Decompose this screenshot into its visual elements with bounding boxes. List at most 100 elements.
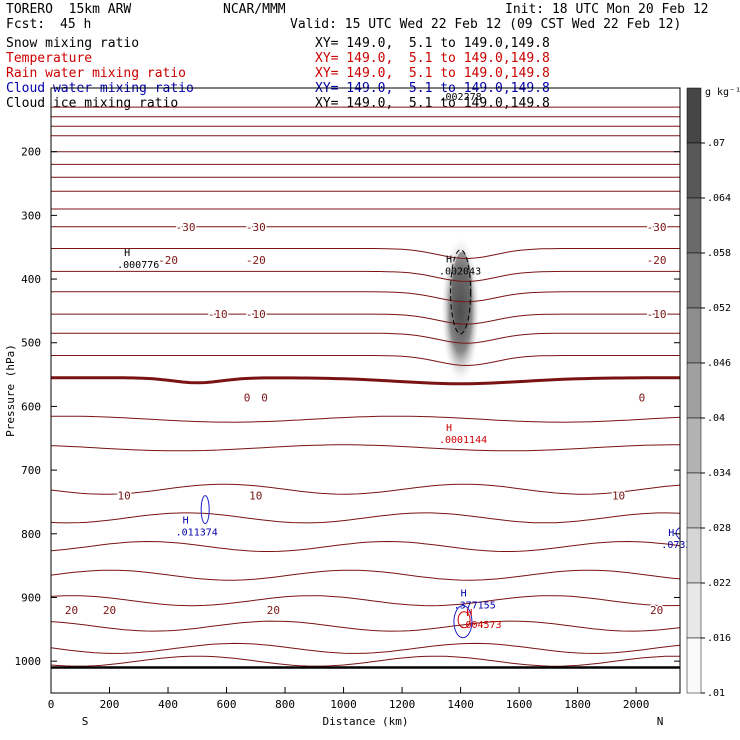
- cloud-ice-contour: [450, 249, 472, 335]
- extremum-value: .0733: [661, 540, 691, 551]
- temperature-isotherm: [51, 270, 680, 282]
- temperature-isotherm: [51, 291, 680, 303]
- isotherm-label: -30: [176, 221, 196, 234]
- x-end-label-left: S: [82, 715, 89, 728]
- extremum-value: .000776: [117, 260, 159, 271]
- field-name-0: Snow mixing ratio: [6, 36, 140, 51]
- colorbar-segment: [686, 252, 702, 309]
- temperature-isotherm: [50, 569, 681, 581]
- temperature-isotherm: [51, 355, 680, 367]
- y-tick-label: 700: [21, 464, 41, 477]
- temperature-isotherm: [50, 483, 681, 495]
- isotherm-label: 0: [261, 392, 268, 405]
- isotherm-label: 20: [103, 604, 116, 617]
- y-tick-label: 500: [21, 337, 41, 350]
- cloud-water-contour: [200, 495, 210, 525]
- colorbar-segment: [686, 527, 702, 584]
- isotherm-label: -10: [246, 308, 266, 321]
- ice-max-label: .002278: [440, 92, 482, 103]
- cloud-water-contour: [675, 526, 681, 540]
- temperature-isotherm: [50, 655, 680, 667]
- field-name-1: Temperature: [6, 51, 93, 66]
- x-tick-label: 2000: [623, 698, 650, 711]
- colorbar-tick-label: .016: [707, 633, 731, 644]
- temperature-isotherm: [50, 595, 681, 607]
- x-tick-label: 400: [158, 698, 178, 711]
- temperature-isotherm: [50, 540, 681, 552]
- colorbar-tick-label: .034: [707, 468, 731, 479]
- colorbar-segment: [686, 197, 702, 254]
- isotherm-label: -20: [647, 254, 667, 267]
- extremum-h-marker: H: [446, 254, 452, 265]
- x-tick-label: 1600: [506, 698, 533, 711]
- cloud-water-contour: [453, 605, 473, 639]
- isotherm-label: -20: [246, 254, 266, 267]
- temperature-isotherm: [50, 642, 681, 654]
- y-tick-label: 200: [21, 146, 41, 159]
- colorbar-tick-label: .04: [707, 413, 725, 424]
- y-tick-label: 300: [21, 209, 41, 222]
- x-tick-label: 800: [275, 698, 295, 711]
- colorbar-tick-label: .07: [707, 138, 725, 149]
- isotherm-label: -30: [246, 221, 266, 234]
- isotherm-label: 0: [244, 392, 251, 405]
- extremum-value: .011374: [176, 527, 218, 538]
- extremum-h-marker: H: [668, 528, 674, 539]
- isotherm-label: 10: [612, 490, 625, 503]
- temperature-isotherm: [50, 512, 681, 524]
- fcst-label: Fcst:: [6, 17, 46, 32]
- extremum-h-marker: H: [183, 515, 189, 526]
- temperature-isotherm: [50, 620, 681, 632]
- plot-frame: [50, 87, 681, 694]
- colorbar-segment: [686, 307, 702, 364]
- isotherm-label: 20: [267, 604, 280, 617]
- colorbar-tick-label: .052: [707, 303, 731, 314]
- colorbar-segment: [686, 637, 702, 694]
- field-xy-2: XY= 149.0, 5.1 to 149.0,149.8: [315, 66, 550, 81]
- extremum-h-marker: H: [446, 423, 452, 434]
- x-tick-label: 1200: [389, 698, 416, 711]
- colorbar-tick-label: .01: [707, 688, 725, 699]
- colorbar-segment: [686, 582, 702, 639]
- x-tick-label: 1400: [447, 698, 474, 711]
- rain-water-contour: [457, 611, 471, 629]
- y-tick-label: 1000: [15, 655, 42, 668]
- model-label: TORERO 15km ARW: [6, 2, 132, 17]
- y-axis-label: Pressure (hPa): [4, 344, 17, 437]
- colorbar-unit: g kg⁻¹: [705, 87, 740, 98]
- colorbar-segment: [686, 362, 702, 419]
- temperature-isotherm: [50, 444, 680, 452]
- colorbar-tick-label: .022: [707, 578, 731, 589]
- isotherm-label: 0: [639, 392, 646, 405]
- temperature-isotherm: [51, 332, 680, 344]
- extremum-value: .0001144: [439, 435, 487, 446]
- field-name-2: Rain water mixing ratio: [6, 66, 187, 81]
- extremum-value: .377155: [454, 601, 496, 612]
- isotherm-label: -30: [647, 221, 667, 234]
- y-tick-label: 900: [21, 591, 41, 604]
- center-label: NCAR/MMM: [223, 2, 286, 17]
- y-tick-label: 800: [21, 528, 41, 541]
- temperature-isotherm: [51, 313, 680, 325]
- colorbar-tick-label: .046: [707, 358, 731, 369]
- colorbar-segment: [686, 87, 702, 144]
- isotherm-label: 10: [249, 490, 262, 503]
- y-tick-label: 400: [21, 273, 41, 286]
- colorbar-segment: [686, 417, 702, 474]
- x-tick-label: 600: [217, 698, 237, 711]
- colorbar-segment: [686, 472, 702, 529]
- temperature-isotherm: [51, 376, 680, 386]
- field-xy-1: XY= 149.0, 5.1 to 149.0,149.8: [315, 51, 550, 66]
- extremum-h-marker: H: [466, 608, 472, 619]
- y-tick-label: 600: [21, 400, 41, 413]
- extremum-h-marker: H: [124, 248, 130, 259]
- extremum-value: .004573: [459, 620, 501, 631]
- isotherm-label: -20: [158, 254, 178, 267]
- x-tick-label: 200: [100, 698, 120, 711]
- x-end-label-right: N: [657, 715, 664, 728]
- colorbar-segment: [686, 142, 702, 199]
- temperature-isotherm: [50, 415, 681, 423]
- x-tick-label: 1000: [330, 698, 357, 711]
- field-xy-0: XY= 149.0, 5.1 to 149.0,149.8: [315, 36, 550, 51]
